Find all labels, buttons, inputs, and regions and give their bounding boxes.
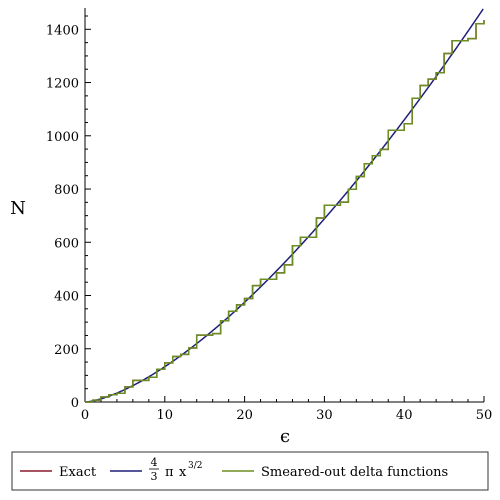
legend-label-smeared: Smeared-out delta functions (261, 465, 448, 480)
x-tick-label: 10 (157, 408, 174, 423)
plot-area: 0 200 400 600 800 1000 1200 1400 0 10 20 30 40 50 (46, 8, 492, 423)
x-tick-label: 50 (476, 408, 493, 423)
legend-label-exact: Exact (59, 465, 97, 480)
x-tick-label: 0 (81, 408, 89, 423)
x-tick-label: 30 (316, 408, 333, 423)
y-axis-title: N (10, 198, 26, 219)
legend: Exact 4 3 π x 3/2 Smeared-out delta func… (11, 451, 489, 491)
legend-fraction-denominator: 3 (151, 470, 158, 483)
legend-pi: π (165, 465, 174, 480)
series-curve-line (84, 8, 484, 403)
legend-fraction-numerator: 4 (151, 456, 158, 469)
x-tick-label: 40 (396, 408, 413, 423)
x-tick-label: 20 (236, 408, 253, 423)
y-tick-label: 200 (54, 343, 79, 358)
y-tick-label: 800 (54, 183, 79, 198)
series-exact-line (85, 19, 485, 403)
legend-label-curve: 4 3 π x 3/2 (149, 456, 202, 483)
series-smeared-line (85, 19, 485, 403)
y-tick-label: 1200 (46, 77, 79, 92)
y-tick-label: 1000 (46, 130, 79, 145)
y-tick-label: 1400 (46, 23, 79, 38)
legend-x: x (179, 465, 187, 480)
legend-exponent: 3/2 (188, 461, 202, 471)
y-tick-label: 0 (71, 396, 79, 411)
y-tick-label: 600 (54, 236, 79, 251)
y-tick-label: 400 (54, 290, 79, 305)
x-axis-title: ϵ (280, 426, 290, 447)
